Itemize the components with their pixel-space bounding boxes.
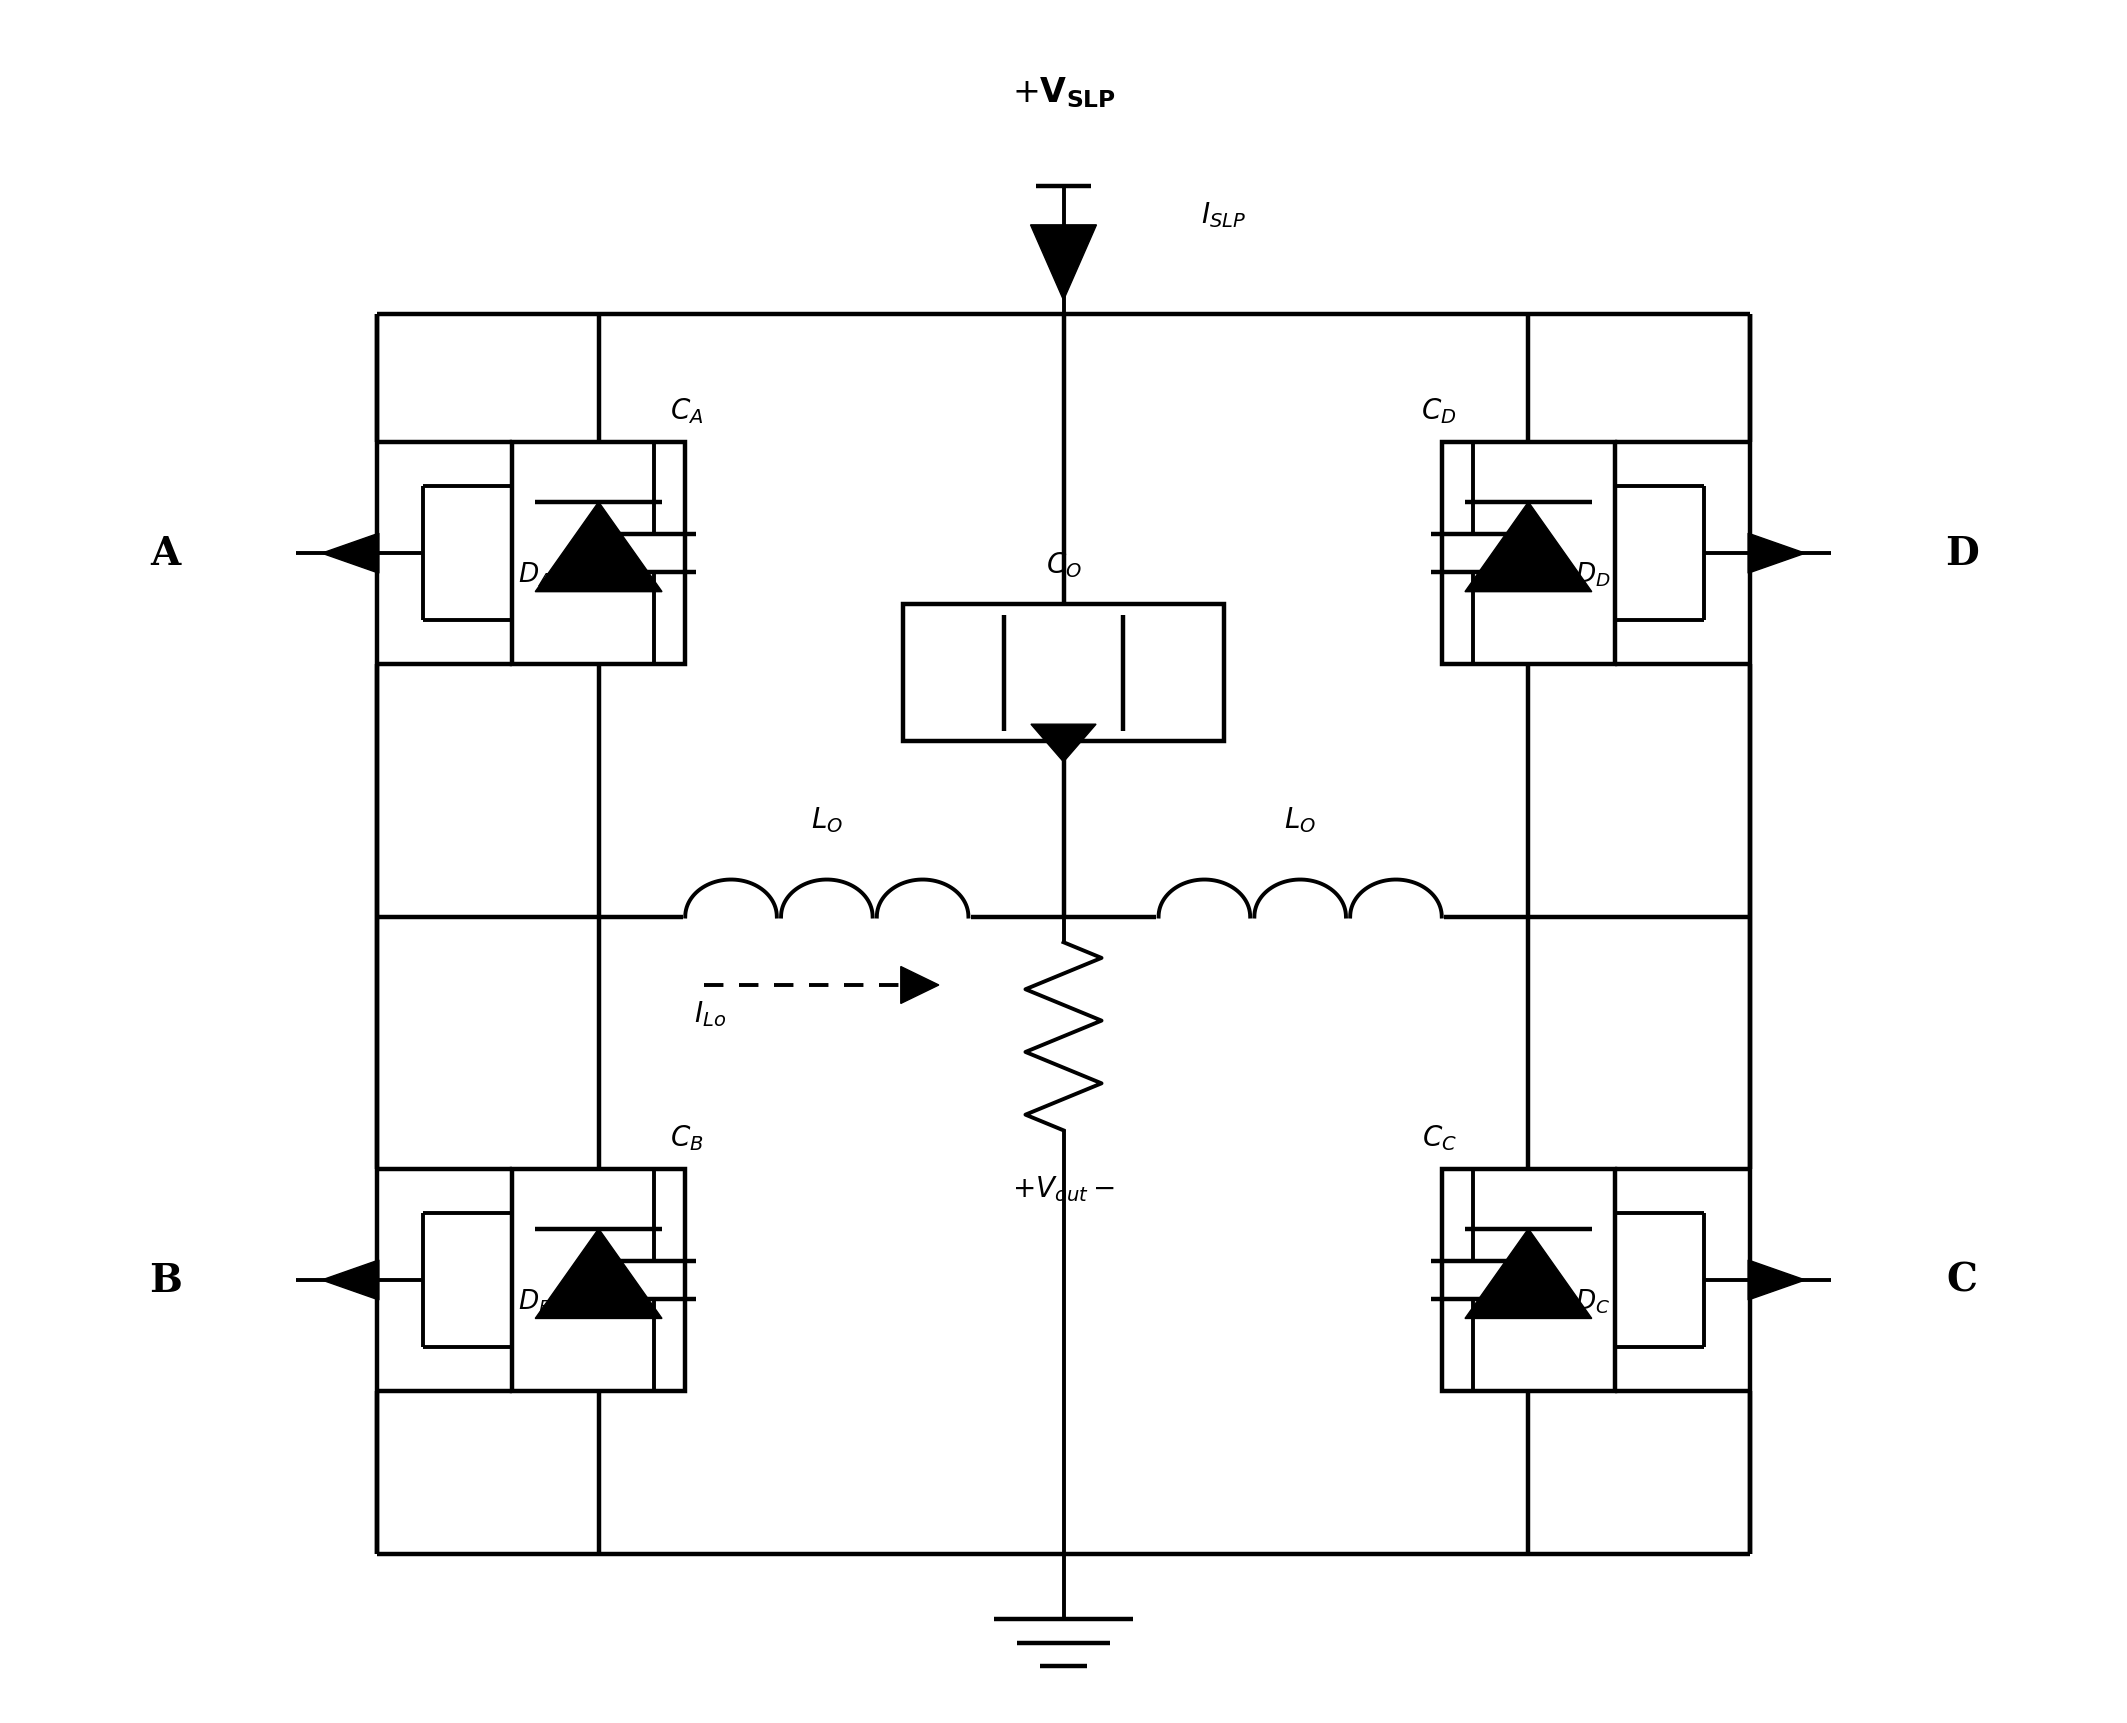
Text: $D_D$: $D_D$ — [1574, 560, 1610, 589]
Text: $D_C$: $D_C$ — [1574, 1287, 1610, 1315]
Polygon shape — [536, 1228, 661, 1318]
Text: $I_{Lo}$: $I_{Lo}$ — [693, 999, 725, 1029]
Text: $C_B$: $C_B$ — [670, 1122, 704, 1153]
Bar — [513, 1170, 685, 1392]
Polygon shape — [1032, 226, 1095, 302]
Text: $C_A$: $C_A$ — [670, 396, 704, 426]
Text: $C_C$: $C_C$ — [1421, 1122, 1457, 1153]
Polygon shape — [536, 503, 661, 593]
Text: $D_B$: $D_B$ — [519, 1287, 553, 1315]
Text: $C_O$: $C_O$ — [1046, 550, 1081, 579]
Polygon shape — [1748, 1260, 1806, 1301]
Text: $L_O$: $L_O$ — [810, 805, 842, 836]
Polygon shape — [1748, 534, 1806, 574]
Bar — [1442, 1170, 1614, 1392]
Text: $+V_{out}-$: $+V_{out}-$ — [1012, 1173, 1115, 1203]
Text: $D_A$: $D_A$ — [519, 560, 553, 589]
Polygon shape — [1466, 1228, 1591, 1318]
Text: $I_{SLP}$: $I_{SLP}$ — [1202, 200, 1246, 231]
Polygon shape — [902, 967, 938, 1005]
Bar — [513, 443, 685, 665]
Bar — [902, 605, 1225, 743]
Text: $L_O$: $L_O$ — [1285, 805, 1317, 836]
Text: $+\mathbf{V_{SLP}}$: $+\mathbf{V_{SLP}}$ — [1012, 76, 1115, 110]
Polygon shape — [321, 534, 379, 574]
Polygon shape — [321, 1260, 379, 1301]
Text: B: B — [149, 1261, 183, 1299]
Polygon shape — [1466, 503, 1591, 593]
Bar — [1442, 443, 1614, 665]
Polygon shape — [1032, 725, 1095, 762]
Text: D: D — [1944, 534, 1978, 572]
Text: $C_D$: $C_D$ — [1421, 396, 1457, 426]
Text: C: C — [1946, 1261, 1978, 1299]
Text: A: A — [151, 534, 181, 572]
